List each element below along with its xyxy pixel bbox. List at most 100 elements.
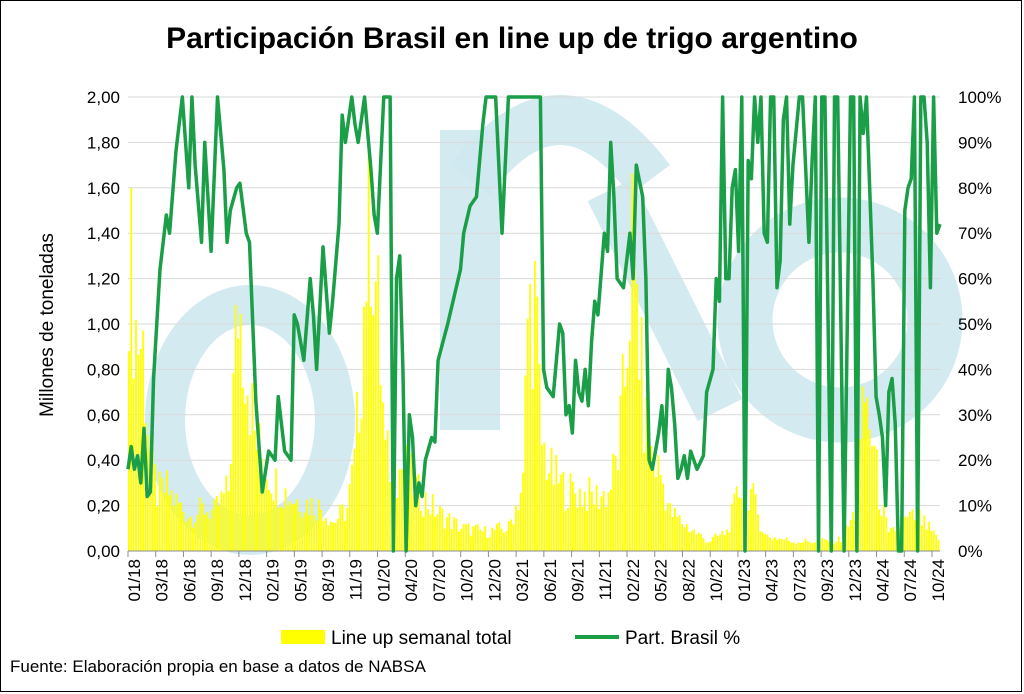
bar <box>268 490 270 551</box>
bar <box>325 518 327 551</box>
bar <box>227 491 230 551</box>
y-left-tick-label: 1,80 <box>87 133 120 152</box>
bar <box>422 516 425 551</box>
bar <box>455 518 458 551</box>
y-right-tick-label: 60% <box>958 270 992 289</box>
bar <box>890 528 892 551</box>
bar <box>346 507 349 551</box>
bar <box>802 542 805 551</box>
bar <box>728 532 731 551</box>
bar <box>814 542 816 551</box>
bar <box>764 534 767 551</box>
bar <box>567 507 570 551</box>
x-tick-label: 01/20 <box>374 559 393 602</box>
source-note: Fuente: Elaboración propia en base a dat… <box>10 657 426 676</box>
bar <box>811 543 814 551</box>
bar <box>892 527 895 551</box>
bar <box>799 542 802 551</box>
bar <box>151 439 154 551</box>
x-tick-label: 11/21 <box>596 559 615 600</box>
bar <box>868 429 871 551</box>
bar <box>222 493 225 551</box>
bar <box>177 503 180 551</box>
bar <box>626 367 629 551</box>
bar <box>923 515 926 551</box>
x-tick-label: 12/20 <box>485 559 504 602</box>
bar <box>154 464 156 551</box>
legend: Line up semanal total Part. Brasil % <box>281 628 740 649</box>
bar <box>864 402 866 551</box>
bar <box>906 516 909 551</box>
bar <box>382 402 384 551</box>
bar <box>265 479 268 551</box>
bar <box>645 397 648 551</box>
bar <box>384 439 387 551</box>
x-tick-label: 06/18 <box>180 559 199 602</box>
bar <box>493 529 496 551</box>
bar <box>443 528 446 551</box>
bar <box>636 284 638 551</box>
bar <box>484 526 486 551</box>
bar <box>360 418 363 551</box>
bar <box>550 448 553 551</box>
bar <box>182 511 185 551</box>
axes <box>127 550 940 557</box>
bar <box>137 354 140 551</box>
bar <box>878 509 881 551</box>
bar <box>752 483 755 551</box>
bar <box>156 506 159 551</box>
bar <box>614 455 617 551</box>
bar <box>498 522 501 551</box>
bar <box>135 319 137 551</box>
bar <box>674 507 676 551</box>
x-tick-label: 05/19 <box>291 559 310 602</box>
bar <box>788 540 790 551</box>
bar <box>797 542 800 551</box>
bar <box>849 520 852 551</box>
bar <box>196 514 199 551</box>
bar <box>619 395 622 551</box>
bar <box>294 503 296 551</box>
bar <box>310 498 313 551</box>
bar <box>735 486 738 551</box>
bar <box>602 491 605 551</box>
y-right-tick-label: 0% <box>958 542 983 561</box>
bar <box>937 539 940 551</box>
bar <box>130 187 133 551</box>
bar <box>695 534 698 551</box>
bar <box>541 445 543 551</box>
legend-bar-swatch <box>281 630 325 644</box>
bar <box>505 530 508 551</box>
bar <box>510 519 513 551</box>
bar <box>757 514 759 551</box>
bar <box>707 542 710 551</box>
bar <box>837 536 840 551</box>
bar <box>840 542 843 551</box>
bar <box>201 503 204 551</box>
bar <box>249 434 251 551</box>
bar <box>218 505 220 551</box>
bar <box>279 506 282 551</box>
bar <box>334 522 337 551</box>
bar <box>904 516 907 551</box>
bar <box>712 536 714 551</box>
bar <box>332 522 334 551</box>
y-right-tick-label: 90% <box>958 133 992 152</box>
bar <box>225 475 228 551</box>
bar <box>807 541 809 551</box>
bar <box>287 504 289 551</box>
bar <box>353 448 356 551</box>
x-tick-label: 08/22 <box>679 559 698 602</box>
bar <box>363 306 365 551</box>
bar <box>503 532 505 551</box>
bar <box>189 516 192 551</box>
bar <box>308 515 311 551</box>
bar <box>571 481 574 551</box>
bar <box>298 511 301 551</box>
bar <box>158 471 161 551</box>
bar <box>545 479 548 551</box>
bar <box>833 543 835 551</box>
x-tick-label: 02/22 <box>624 559 643 602</box>
bar <box>194 522 197 551</box>
bar <box>733 493 736 551</box>
